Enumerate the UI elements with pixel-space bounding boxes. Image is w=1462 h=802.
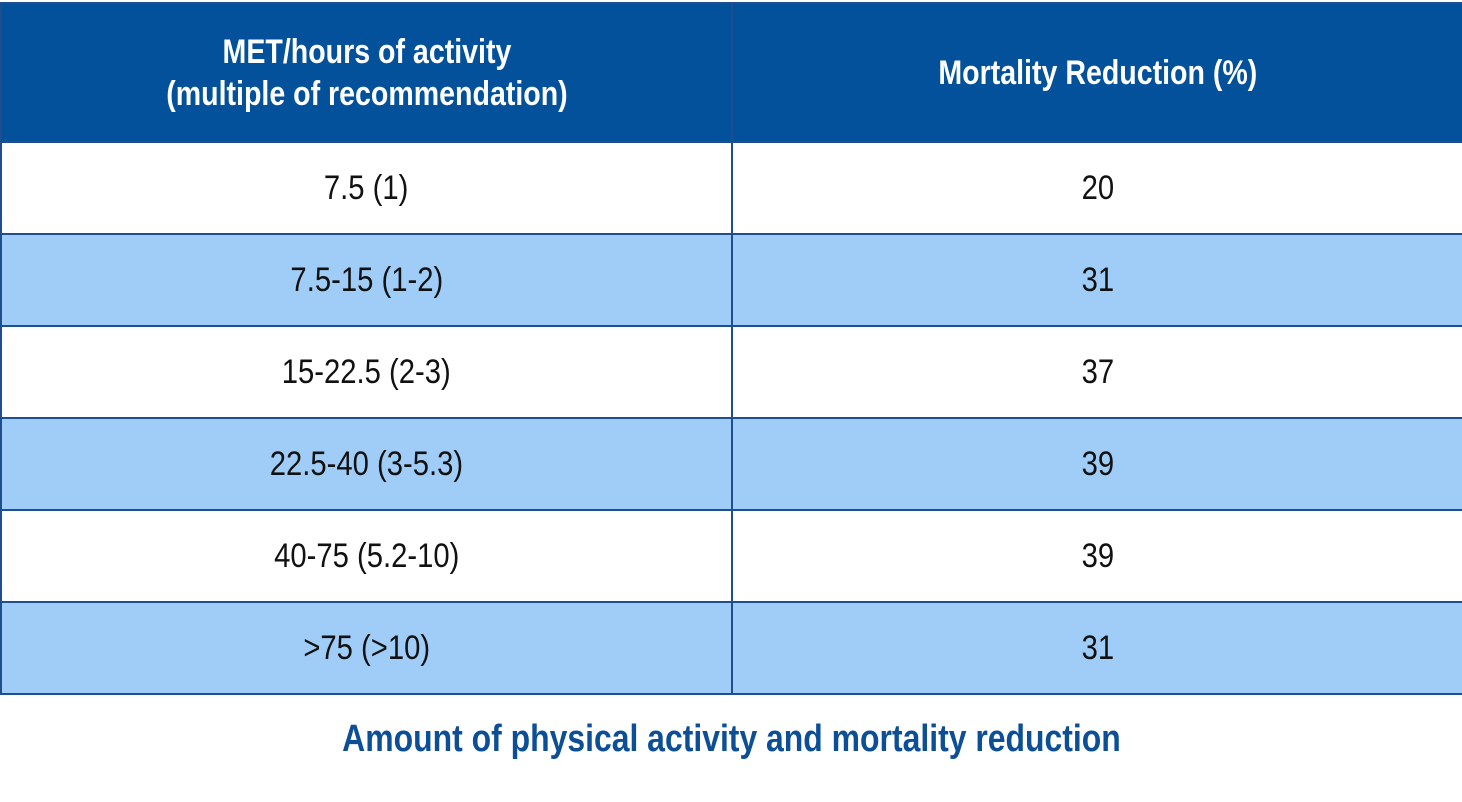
table-row: 7.5 (1) 20 — [0, 141, 1462, 235]
cell-activity: 7.5-15 (1-2) — [0, 233, 733, 327]
cell-activity-text: 22.5-40 (3-5.3) — [269, 444, 464, 483]
cell-reduction: 37 — [731, 325, 1462, 419]
cell-reduction-text: 37 — [1081, 352, 1114, 391]
cell-reduction-text: 39 — [1081, 536, 1114, 575]
cell-activity: >75 (>10) — [0, 601, 733, 695]
table-row: 7.5-15 (1-2) 31 — [0, 233, 1462, 327]
cell-activity-text: 7.5 (1) — [324, 168, 409, 207]
table-row: 22.5-40 (3-5.3) 39 — [0, 417, 1462, 511]
cell-reduction: 39 — [731, 509, 1462, 603]
header-mortality-label: Mortality Reduction (%) — [938, 53, 1257, 92]
cell-reduction-text: 39 — [1081, 444, 1114, 483]
activity-mortality-table: MET/hours of activity (multiple of recom… — [0, 2, 1462, 695]
header-mortality: Mortality Reduction (%) — [731, 2, 1462, 143]
cell-reduction: 31 — [731, 601, 1462, 695]
header-activity: MET/hours of activity (multiple of recom… — [0, 2, 733, 143]
cell-activity: 40-75 (5.2-10) — [0, 509, 733, 603]
cell-activity: 7.5 (1) — [0, 141, 733, 235]
table-row: 40-75 (5.2-10) 39 — [0, 509, 1462, 603]
cell-reduction-text: 20 — [1081, 168, 1114, 207]
data-table-container: MET/hours of activity (multiple of recom… — [0, 2, 1462, 695]
table-header-row: MET/hours of activity (multiple of recom… — [0, 2, 1462, 143]
cell-activity: 22.5-40 (3-5.3) — [0, 417, 733, 511]
header-activity-line2: (multiple of recommendation) — [165, 74, 568, 113]
cell-activity-text: 7.5-15 (1-2) — [290, 260, 443, 299]
cell-activity-text: 40-75 (5.2-10) — [273, 536, 460, 575]
cell-reduction: 31 — [731, 233, 1462, 327]
caption-text: Amount of physical activity and mortalit… — [341, 718, 1121, 760]
header-activity-line1: MET/hours of activity — [222, 32, 511, 71]
cell-activity-text: 15-22.5 (2-3) — [281, 352, 452, 391]
table-caption: Amount of physical activity and mortalit… — [0, 718, 1462, 761]
cell-reduction: 20 — [731, 141, 1462, 235]
cell-activity: 15-22.5 (2-3) — [0, 325, 733, 419]
table-row: 15-22.5 (2-3) 37 — [0, 325, 1462, 419]
cell-reduction: 39 — [731, 417, 1462, 511]
cell-activity-text: >75 (>10) — [303, 628, 430, 667]
cell-reduction-text: 31 — [1081, 260, 1114, 299]
table-row: >75 (>10) 31 — [0, 601, 1462, 695]
cell-reduction-text: 31 — [1081, 628, 1114, 667]
